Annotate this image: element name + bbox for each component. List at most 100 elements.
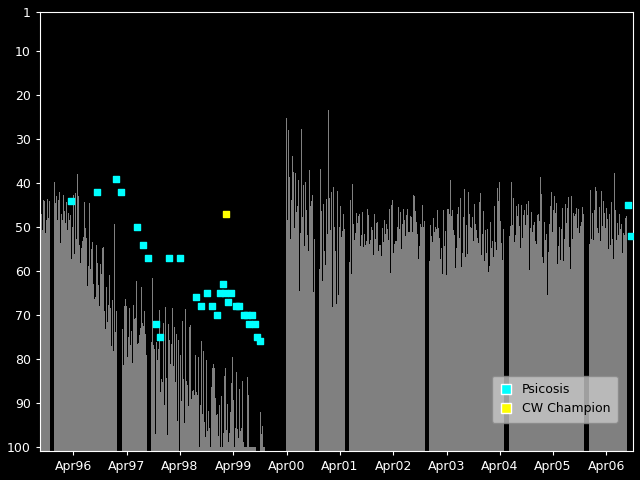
Point [151,320,161,327]
Bar [381,256,382,451]
Bar [219,405,220,451]
Bar [227,404,228,451]
Bar [552,231,553,451]
Bar [594,210,595,451]
Bar [380,245,381,451]
Bar [244,446,245,451]
Bar [81,248,82,451]
Bar [230,412,231,451]
Bar [332,307,333,451]
Bar [295,173,296,451]
Bar [596,228,598,451]
Bar [305,182,307,451]
Bar [99,306,100,451]
Bar [260,434,262,451]
Bar [222,446,223,451]
Bar [542,257,543,451]
Bar [568,197,569,451]
Point [202,289,212,297]
Bar [412,232,413,451]
Bar [486,253,487,451]
Bar [67,229,68,451]
Bar [291,200,292,451]
Bar [176,334,177,451]
Bar [188,406,189,451]
Point [255,337,265,345]
Bar [446,275,447,451]
Bar [118,315,120,451]
Bar [296,212,297,451]
Point [215,289,225,297]
Bar [447,209,448,451]
Bar [465,257,466,451]
Bar [531,212,532,451]
Bar [482,234,483,451]
Bar [157,349,159,451]
Bar [549,224,550,451]
Bar [480,193,481,451]
Bar [500,221,501,451]
Bar [214,368,215,451]
Bar [384,220,385,451]
Bar [406,215,407,451]
Bar [606,208,607,451]
Bar [131,331,132,451]
Bar [528,201,529,451]
Bar [168,324,169,451]
Bar [221,396,222,451]
Bar [570,269,572,451]
Bar [579,233,580,451]
Bar [223,433,224,451]
Bar [170,364,171,451]
Bar [550,206,551,451]
Bar [403,209,404,451]
Bar [453,230,454,451]
Bar [553,211,554,451]
Bar [526,204,527,451]
Bar [388,240,389,451]
Bar [367,209,368,451]
Bar [422,205,424,451]
Bar [516,216,518,451]
Bar [82,240,83,451]
Bar [287,220,288,451]
Bar [620,229,621,451]
Point [225,289,236,297]
Bar [321,281,323,451]
Bar [413,195,414,451]
Bar [400,212,401,451]
Point [218,280,228,288]
Bar [109,276,110,451]
Point [239,311,249,319]
Bar [574,216,575,451]
Bar [601,191,602,451]
Point [627,232,637,240]
Bar [218,436,219,451]
Bar [349,200,351,451]
Bar [310,205,312,451]
Bar [435,228,436,451]
Bar [461,267,462,451]
Bar [595,188,596,451]
Bar [523,216,524,451]
Bar [178,340,179,451]
Bar [300,233,301,451]
Bar [124,306,125,451]
Bar [342,231,344,451]
Bar [173,366,174,451]
Bar [80,263,81,451]
Bar [239,389,240,451]
Bar [463,217,464,451]
Bar [61,220,63,451]
Bar [307,235,308,451]
Point [623,201,633,209]
Bar [298,180,300,451]
Bar [533,225,534,451]
Bar [90,269,91,451]
Bar [407,209,408,451]
Bar [225,368,226,451]
Bar [207,432,208,451]
Bar [588,229,589,451]
Bar [420,224,421,451]
Bar [59,192,60,451]
